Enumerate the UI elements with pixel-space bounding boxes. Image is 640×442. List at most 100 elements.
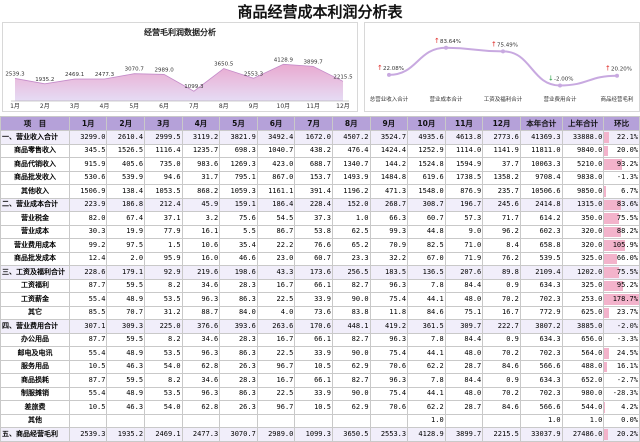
rate-value-label: 22.08% bbox=[383, 66, 404, 72]
table-cell: 96.3 bbox=[181, 346, 221, 361]
table-cell: 90.0 bbox=[331, 346, 371, 361]
table-cell: 0.9 bbox=[482, 373, 521, 388]
table-cell: 96.7 bbox=[256, 359, 296, 374]
table-cell: 70.2 bbox=[482, 346, 521, 361]
table-cell: 54.0 bbox=[144, 400, 183, 415]
data-label: 3899.7 bbox=[304, 59, 324, 65]
table-cell: 3899.7 bbox=[444, 427, 484, 442]
table-cell: 85.5 bbox=[68, 305, 108, 320]
table-cell: 87.7 bbox=[68, 332, 108, 347]
table-cell bbox=[294, 413, 333, 428]
table-cell: 1315.0 bbox=[561, 197, 605, 212]
table-row: 二、营业成本合计 223.9 186.8 212.4 45.9 159.1 186.4 228… bbox=[0, 197, 640, 212]
table-cell: 159.1 bbox=[219, 197, 258, 212]
table-cell: 41369.3 bbox=[519, 130, 563, 145]
table-cell: 26.3 bbox=[219, 400, 258, 415]
table-cell: 658.8 bbox=[519, 238, 563, 253]
table-cell: 46.3 bbox=[106, 359, 146, 374]
table-cell: 212.4 bbox=[144, 197, 183, 212]
table-cell: 59.5 bbox=[106, 278, 146, 293]
table-cell: 698.3 bbox=[219, 143, 258, 158]
table-cell: 179.1 bbox=[106, 265, 146, 280]
table-row: 邮电及电讯 55.4 48.9 53.5 96.3 86.3 22.5 33.9 90.0 75.… bbox=[0, 346, 640, 361]
table-cell: 44.8 bbox=[407, 224, 446, 239]
rate-value: 0.0% bbox=[621, 416, 638, 425]
table-cell: 3821.9 bbox=[219, 130, 258, 145]
header-cell: 5月 bbox=[219, 116, 258, 131]
table-cell: 405.6 bbox=[106, 157, 146, 172]
table-cell: 22.5 bbox=[256, 386, 296, 401]
table-cell: 86.3 bbox=[219, 292, 258, 307]
table-cell: 75.4 bbox=[369, 292, 409, 307]
table-cell: 1594.9 bbox=[444, 157, 484, 172]
table-cell bbox=[181, 413, 221, 428]
row-label: 一、营业收入合计 bbox=[0, 130, 70, 145]
table-cell: 55.4 bbox=[68, 346, 108, 361]
rate-value: 83.6% bbox=[616, 200, 638, 209]
rate-bar bbox=[604, 267, 619, 278]
rate-value: 20.0% bbox=[616, 146, 638, 155]
rate-cell: 23.7% bbox=[603, 305, 640, 320]
header-cell: 2月 bbox=[106, 116, 146, 131]
table-cell: 2477.3 bbox=[181, 427, 221, 442]
data-label: 1099.3 bbox=[184, 84, 204, 90]
table-cell: 22.5 bbox=[256, 292, 296, 307]
table-cell: 75.6 bbox=[219, 211, 258, 226]
rate-bar bbox=[604, 294, 639, 305]
table-cell: 46.6 bbox=[219, 251, 258, 266]
table-cell: 82.7 bbox=[331, 332, 371, 347]
table-cell: 70.6 bbox=[369, 359, 409, 374]
row-label: 四、营业费用合计 bbox=[0, 319, 70, 334]
table-cell: 44.1 bbox=[407, 386, 446, 401]
row-label: 商品代销收入 bbox=[0, 157, 70, 172]
table-cell: 438.2 bbox=[294, 143, 333, 158]
table-cell: 37.1 bbox=[144, 211, 183, 226]
rate-value: 23.7% bbox=[616, 308, 638, 317]
x-tick-label: 6月 bbox=[159, 103, 169, 110]
table-cell: 84.4 bbox=[444, 373, 484, 388]
table-cell: 144.2 bbox=[369, 157, 409, 172]
rate-cell: 75.5% bbox=[603, 211, 640, 226]
table-row: 商品批发成本 12.4 2.0 95.9 16.0 46.6 23.0 60.7 23.3 32.… bbox=[0, 251, 640, 266]
table-cell: 37.3 bbox=[294, 211, 333, 226]
table-cell bbox=[369, 413, 409, 428]
table-cell: 3807.2 bbox=[519, 319, 563, 334]
arrow-up-icon: ↑ bbox=[491, 40, 497, 48]
rate-category-label: 总营业收入合计 bbox=[370, 95, 409, 103]
table-cell: 28.3 bbox=[219, 373, 258, 388]
table-cell: 183.5 bbox=[369, 265, 409, 280]
table-cell: 33.9 bbox=[294, 346, 333, 361]
table-cell: 7.8 bbox=[407, 278, 446, 293]
table-cell: 3.2 bbox=[181, 211, 221, 226]
table-cell bbox=[219, 413, 258, 428]
table-cell: 10.6 bbox=[181, 238, 221, 253]
table-cell: 2999.5 bbox=[144, 130, 183, 145]
table-cell: 82.7 bbox=[331, 373, 371, 388]
table-cell: 2989.0 bbox=[256, 427, 296, 442]
table-cell: 96.2 bbox=[482, 224, 521, 239]
data-label: 3650.5 bbox=[214, 62, 234, 68]
table-cell: 70.2 bbox=[482, 292, 521, 307]
table-cell: 566.6 bbox=[519, 400, 563, 415]
table-cell: 138.4 bbox=[106, 184, 146, 199]
table-cell: 3885.0 bbox=[561, 319, 605, 334]
table-cell: 10506.6 bbox=[519, 184, 563, 199]
data-label: 4128.9 bbox=[274, 57, 294, 63]
table-cell: 48.0 bbox=[444, 386, 484, 401]
table-cell: 55.4 bbox=[68, 386, 108, 401]
table-row: 商品批发收入 530.6 539.9 94.6 31.7 795.1 867.0 153.7 1… bbox=[0, 170, 640, 185]
rate-bar bbox=[604, 253, 618, 264]
rate-value: 6.7% bbox=[621, 186, 638, 195]
table-cell: 1738.5 bbox=[444, 170, 484, 185]
table-cell: 96.3 bbox=[369, 373, 409, 388]
rate-point bbox=[387, 72, 391, 77]
table-cell: 688.7 bbox=[294, 157, 333, 172]
table-cell: 772.9 bbox=[519, 305, 563, 320]
rate-bar bbox=[604, 307, 609, 318]
table-cell: 3492.4 bbox=[256, 130, 296, 145]
row-label: 其他 bbox=[0, 413, 70, 428]
table-cell: 983.6 bbox=[181, 157, 221, 172]
table-cell: 634.3 bbox=[519, 278, 563, 293]
table-cell: 702.3 bbox=[519, 346, 563, 361]
row-label: 制服摊销 bbox=[0, 386, 70, 401]
